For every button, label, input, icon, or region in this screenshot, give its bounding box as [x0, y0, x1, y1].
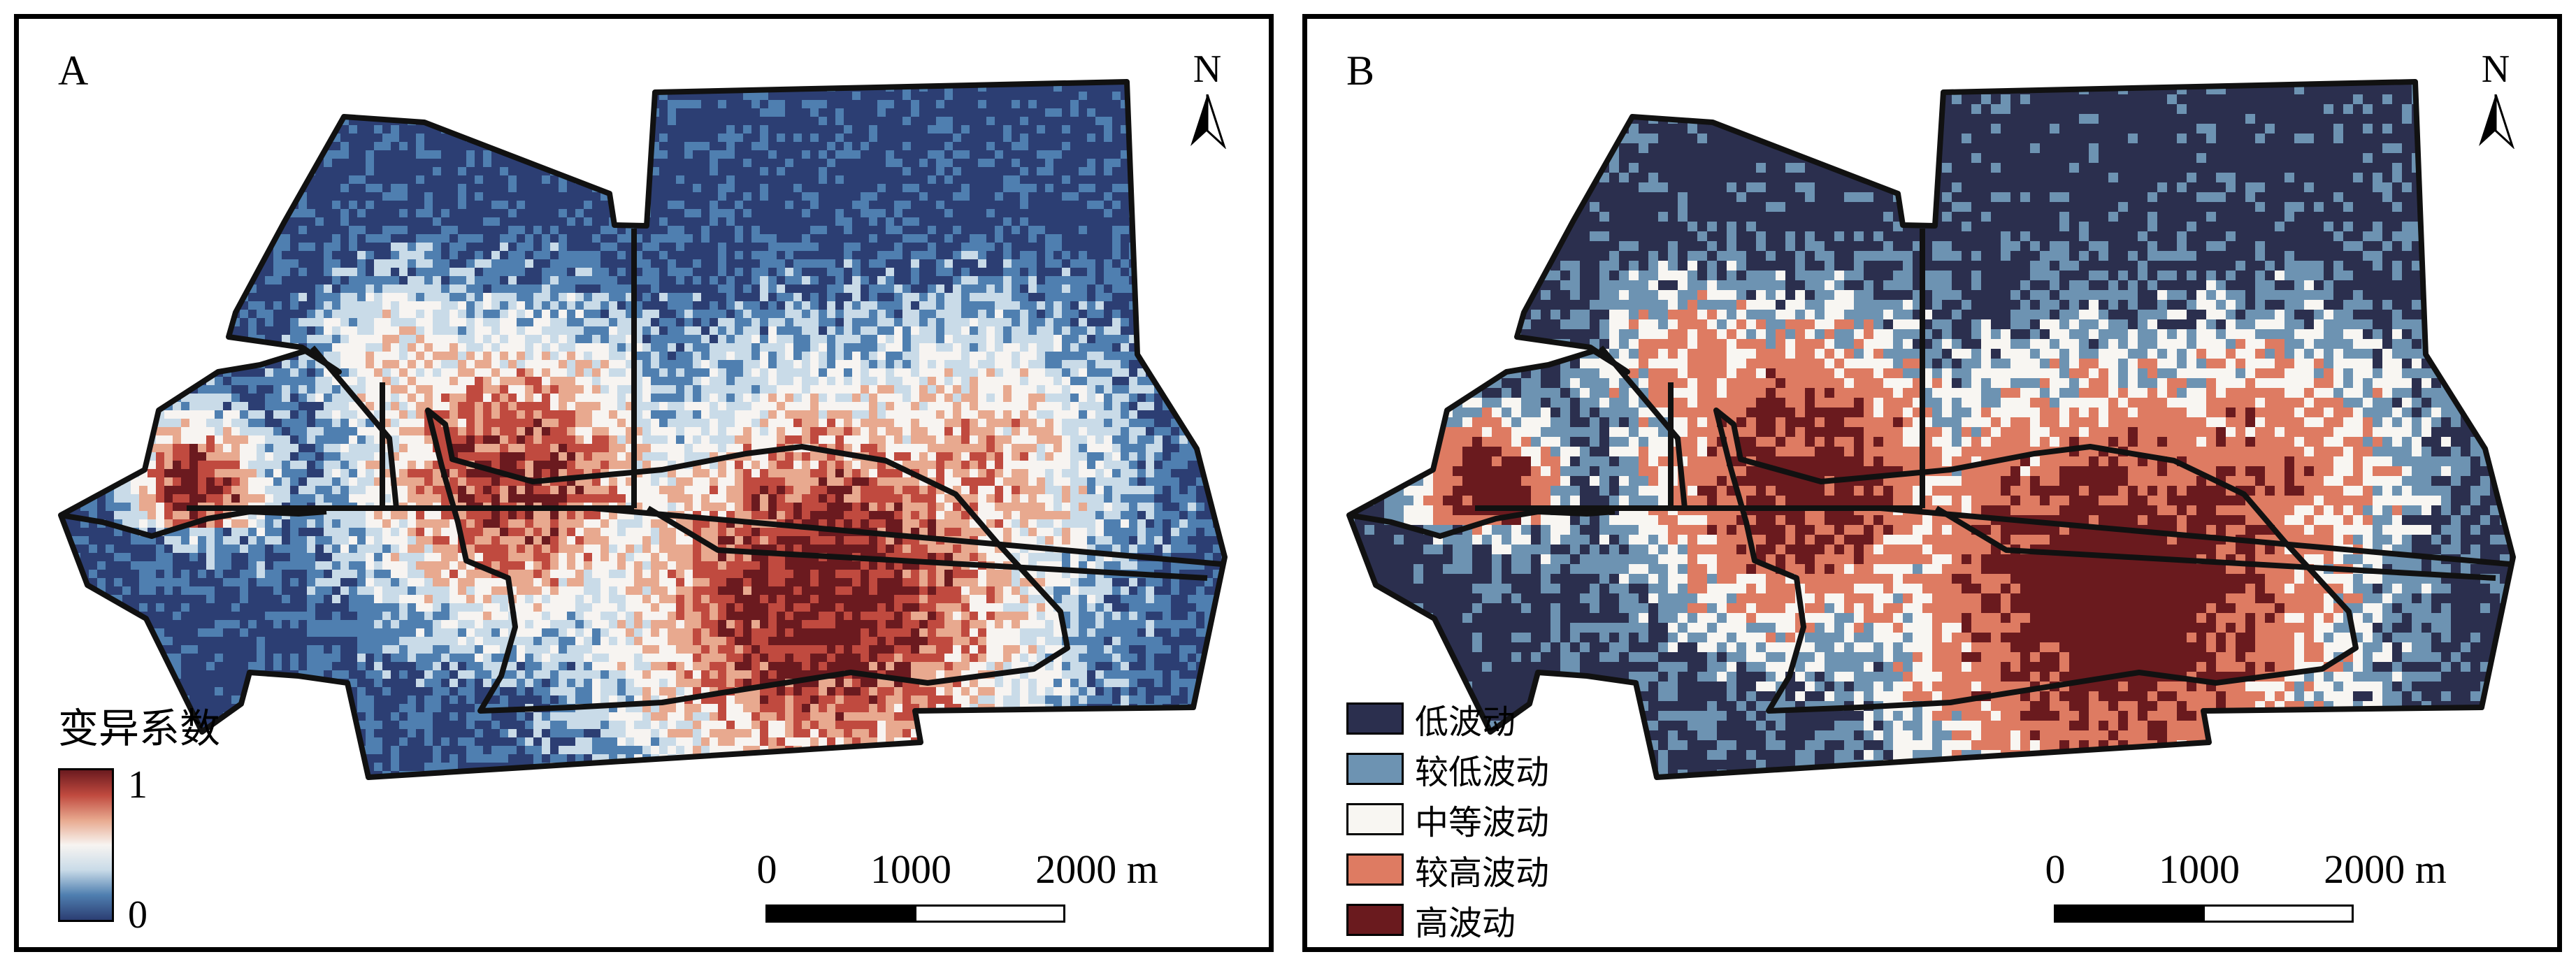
zone-boundary [60, 509, 327, 539]
raster-layer [61, 82, 1225, 777]
legend-item: 高波动 [1346, 895, 1549, 945]
north-arrow: N [1165, 47, 1249, 152]
legend-swatch [1346, 702, 1404, 735]
sub-district-boundary [310, 345, 399, 509]
legend: 低波动 较低波动 中等波动 较高波动 高波动 [1346, 693, 1549, 945]
legend-item: 较高波动 [1346, 844, 1549, 895]
legend-swatch [1346, 904, 1404, 936]
legend-label: 低波动 [1415, 694, 1516, 743]
map-area [58, 79, 1228, 780]
panel-label: A [58, 47, 88, 95]
zone-boundary [1348, 509, 1616, 539]
legend-label: 中等波动 [1415, 795, 1549, 844]
raster-layer [1349, 82, 2513, 777]
legend-label: 高波动 [1415, 895, 1516, 944]
zone-boundary [425, 408, 1070, 714]
study-area-boundary [58, 79, 1228, 780]
sub-district-boundary [591, 505, 1222, 567]
scale-segment-white [914, 904, 1065, 923]
scale-bar: 0 1000 2000 m [2034, 846, 2482, 947]
legend-item: 中等波动 [1346, 794, 1549, 844]
north-arrow-icon [2479, 94, 2514, 149]
panel-label: B [1346, 47, 1374, 95]
scale-segment-black [765, 904, 916, 923]
legend-item: 较低波动 [1346, 744, 1549, 794]
sub-district-boundary [646, 505, 1208, 581]
scale-tick-0: 0 [2045, 846, 2066, 893]
scale-bar: 0 1000 2000 m [746, 846, 1193, 947]
study-area-boundary [1346, 79, 2516, 780]
legend-item: 低波动 [1346, 693, 1549, 744]
scale-tick-1000: 1000 [870, 846, 951, 893]
colorbar [58, 768, 114, 922]
map-panel-b: B N 低波动 较低波动 中等波动 较高波动 高波动 0 1000 2000 m [1302, 14, 2562, 952]
colorbar-title: 变异系数 [58, 695, 220, 754]
sub-district-boundary [1934, 505, 2496, 581]
scale-tick-1000: 1000 [2159, 846, 2240, 893]
map-panel-a: A N 变异系数 1 0 0 1000 2000 m [14, 14, 1274, 952]
legend-swatch [1346, 803, 1404, 835]
colorbar-max-label: 1 [128, 763, 147, 807]
legend-label: 较高波动 [1415, 845, 1549, 894]
legend-swatch [1346, 853, 1404, 886]
legend-swatch [1346, 753, 1404, 785]
sub-district-boundary [1880, 505, 2510, 567]
sub-district-boundary [1598, 345, 1688, 509]
north-arrow: N [2454, 47, 2538, 152]
north-label: N [1165, 47, 1249, 92]
scale-tick-0: 0 [757, 846, 777, 893]
zone-boundary [1713, 408, 2359, 714]
scale-tick-2000: 2000 m [2324, 846, 2447, 893]
legend-label: 较低波动 [1415, 744, 1549, 793]
scale-segment-black [2054, 904, 2205, 923]
north-label: N [2454, 47, 2538, 92]
north-arrow-icon [1190, 94, 1226, 149]
scale-tick-2000: 2000 m [1035, 846, 1158, 893]
colorbar-min-label: 0 [128, 893, 147, 937]
scale-segment-white [2203, 904, 2354, 923]
